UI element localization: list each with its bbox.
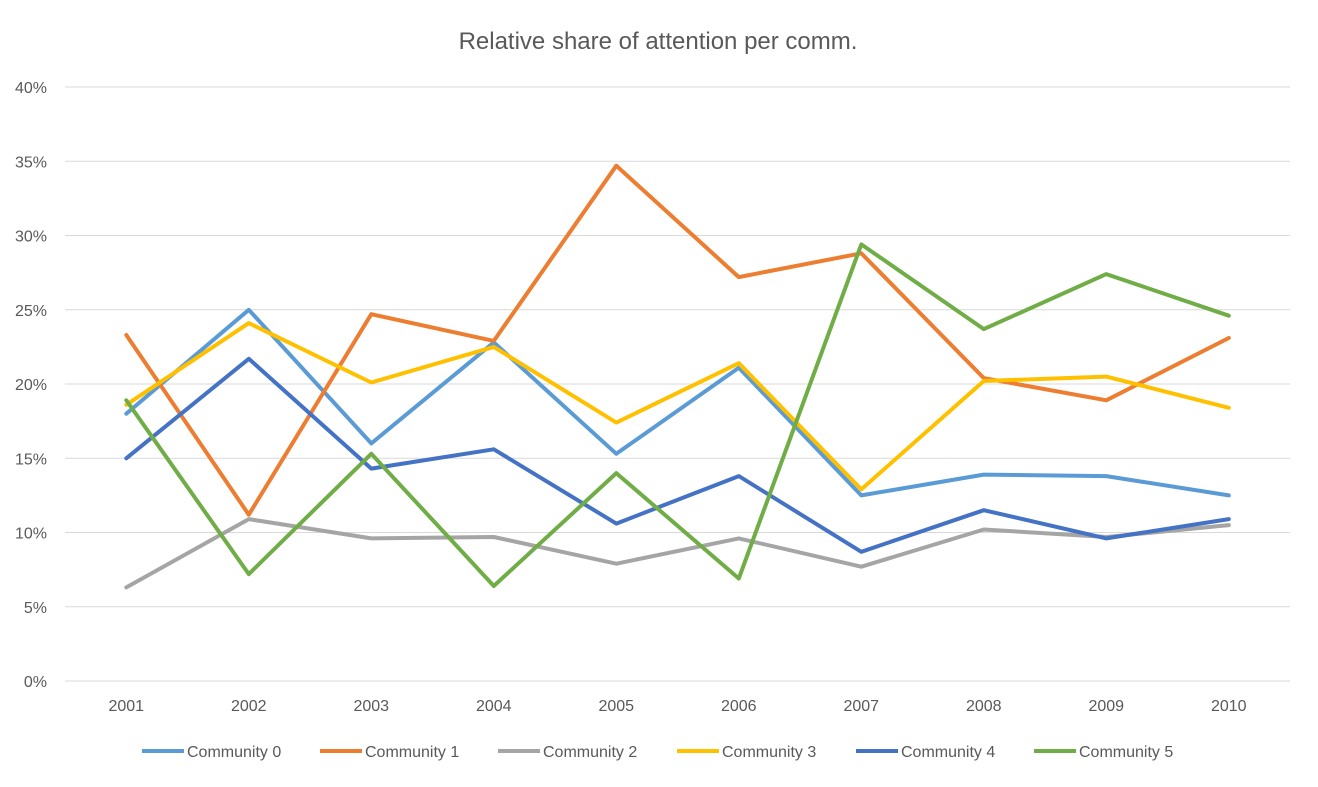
x-tick-label: 2003 <box>353 698 389 715</box>
y-tick-label: 5% <box>24 600 47 617</box>
legend-label: Community 0 <box>187 744 281 761</box>
x-tick-label: 2006 <box>721 698 757 715</box>
legend-label: Community 5 <box>1079 744 1173 761</box>
y-tick-label: 25% <box>15 303 47 320</box>
y-tick-label: 0% <box>24 674 47 691</box>
series-line-community-2 <box>124 517 1231 590</box>
legend-label: Community 2 <box>543 744 637 761</box>
y-tick-label: 35% <box>15 154 47 171</box>
legend: Community 0 Community 1 Community 2 Communi… <box>142 744 1173 761</box>
series-line-community-0 <box>124 307 1231 498</box>
chart-title: Relative share of attention per comm. <box>459 28 858 55</box>
legend-label: Community 1 <box>365 744 459 761</box>
series-lines <box>124 163 1231 590</box>
y-tick-label: 20% <box>15 377 47 394</box>
x-tick-label: 2007 <box>843 698 879 715</box>
series-line-community-4 <box>124 356 1231 554</box>
x-tick-label: 2008 <box>966 698 1002 715</box>
series-line-community-3 <box>124 321 1231 492</box>
series-line-community-5 <box>124 242 1231 588</box>
x-tick-label: 2005 <box>598 698 634 715</box>
y-tick-label: 15% <box>15 451 47 468</box>
x-tick-label: 2009 <box>1088 698 1124 715</box>
x-axis-ticks: 2001 2002 2003 2004 2005 2006 2007 2008 2009 2010 <box>108 698 1246 715</box>
gridlines <box>65 86 1290 682</box>
y-tick-label: 30% <box>15 229 47 246</box>
y-tick-label: 10% <box>15 526 47 543</box>
legend-label: Community 3 <box>722 744 816 761</box>
x-tick-label: 2002 <box>231 698 267 715</box>
x-tick-label: 2001 <box>108 698 144 715</box>
x-tick-label: 2010 <box>1211 698 1247 715</box>
legend-label: Community 4 <box>901 744 995 761</box>
y-tick-label: 40% <box>15 80 47 97</box>
x-tick-label: 2004 <box>476 698 512 715</box>
y-axis-ticks: 0% 5% 10% 15% 20% 25% 30% 35% 40% <box>15 80 47 691</box>
